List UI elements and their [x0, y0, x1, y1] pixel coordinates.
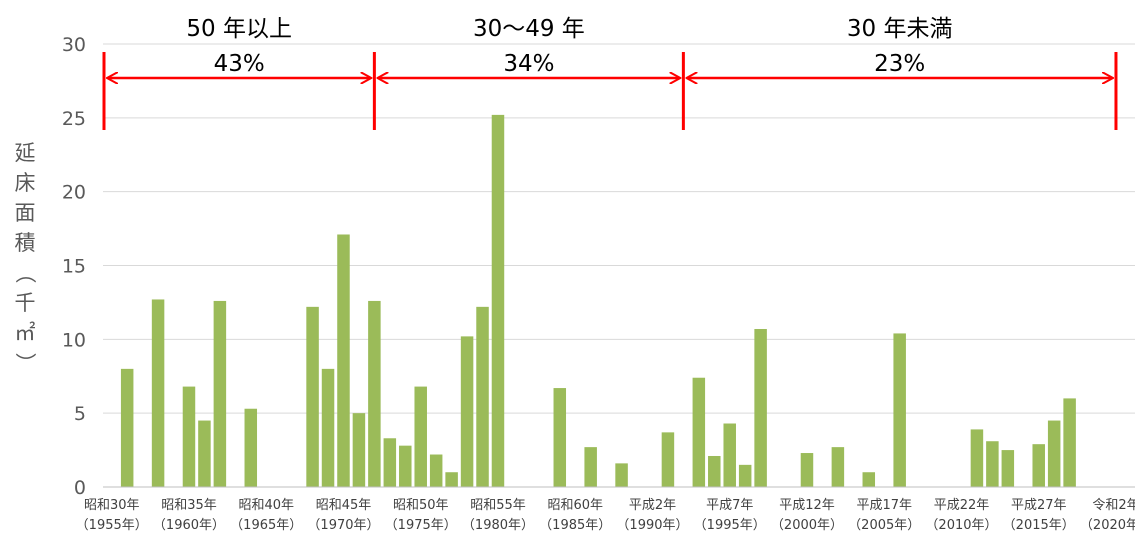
age-range-percent: 34%: [503, 51, 554, 77]
bar: [986, 441, 999, 487]
y-axis-label-char: 床: [14, 171, 36, 195]
x-tick-label-era: 昭和30年: [84, 498, 140, 513]
bar: [352, 413, 366, 487]
bar: [1047, 420, 1061, 487]
x-tick-label-year: （1995年）: [694, 518, 766, 533]
y-axis-label-char: 面: [14, 201, 36, 225]
bar: [491, 114, 505, 487]
bar: [368, 300, 381, 487]
x-tick-label-era: 昭和50年: [393, 498, 449, 513]
bar: [1001, 450, 1015, 487]
y-axis-label-char: 延: [14, 141, 36, 165]
x-tick-label-era: 昭和40年: [238, 498, 294, 513]
bar: [661, 432, 675, 487]
bars: [120, 114, 1076, 487]
bar: [862, 472, 876, 487]
x-tick-label-era: 昭和35年: [161, 498, 217, 513]
y-tick-label: 0: [74, 477, 86, 499]
age-range-percent: 23%: [874, 51, 925, 77]
bar: [970, 429, 984, 487]
x-tick-label-year: （1975年）: [385, 518, 457, 533]
y-tick-label: 20: [62, 182, 86, 204]
age-annotations: 50 年以上 43% 30～49 年 34% 30 年未満 23%: [102, 16, 1118, 130]
x-tick-label-year: （2020年）: [1080, 518, 1135, 533]
x-tick-label-era: 平成12年: [779, 498, 835, 513]
x-tick-label-year: （1965年）: [230, 518, 302, 533]
bar: [754, 328, 767, 487]
x-tick-label-year: （1970年）: [307, 518, 379, 533]
x-tick-label-year: （1980年）: [462, 518, 534, 533]
x-tick-label-era: 平成27年: [1011, 498, 1067, 513]
bar: [321, 368, 335, 487]
bar: [213, 300, 227, 487]
x-tick-label-era: 昭和55年: [470, 498, 526, 513]
bar: [1063, 398, 1076, 487]
x-tick-label-year: （1955年）: [76, 518, 148, 533]
bar: [399, 445, 412, 487]
x-tick-label-era: 平成7年: [706, 498, 753, 513]
bar: [414, 386, 427, 487]
age-range-label: 50 年以上: [186, 16, 292, 42]
y-axis-ticks: 0 5 10 15 20 25 30: [62, 34, 86, 499]
x-tick-label-era: 昭和60年: [547, 498, 603, 513]
x-tick-label-era: 平成22年: [934, 498, 990, 513]
bar: [692, 377, 706, 487]
x-tick-label-era: 平成2年: [629, 498, 676, 513]
x-tick-label-year: （2005年）: [848, 518, 920, 533]
bar: [151, 299, 165, 487]
bar: [584, 447, 597, 487]
gridlines: [103, 43, 1135, 414]
bar: [738, 464, 752, 487]
bar: [445, 472, 458, 487]
bar: [306, 306, 319, 487]
bar: [198, 420, 211, 487]
x-tick-label-year: （1985年）: [539, 518, 611, 533]
x-tick-label-era: 平成17年: [856, 498, 912, 513]
y-tick-label: 10: [62, 329, 86, 351]
x-tick-label-year: （2015年）: [1003, 518, 1075, 533]
y-axis-label-char: ㎡: [14, 321, 36, 345]
x-tick-label-year: （1960年）: [153, 518, 225, 533]
y-tick-label: 30: [62, 34, 86, 56]
bar: [460, 336, 474, 487]
bar: [893, 333, 906, 487]
bar: [244, 408, 258, 487]
bar: [383, 438, 397, 487]
bar: [1032, 444, 1045, 487]
bar: [615, 463, 628, 487]
bar: [723, 423, 736, 487]
bar: [120, 368, 134, 487]
y-axis-label: 延 床 面 積 （ 千 ㎡ ）: [10, 138, 40, 378]
age-range-label: 30 年未満: [847, 16, 953, 42]
y-tick-label: 5: [74, 403, 86, 425]
bar: [182, 386, 196, 487]
x-tick-label-era: 令和2年: [1092, 498, 1135, 513]
x-tick-label-year: （1990年）: [616, 518, 688, 533]
y-axis-label-char: 積: [14, 231, 36, 255]
bar: [553, 388, 567, 487]
bar: [708, 455, 721, 487]
bar: [337, 234, 350, 487]
bar: [429, 454, 443, 487]
x-tick-label-era: 昭和45年: [316, 498, 372, 513]
y-tick-label: 25: [62, 108, 86, 130]
y-tick-label: 15: [62, 256, 86, 278]
x-axis: 昭和30年 （1955年） 昭和35年 （1960年） 昭和40年 （1965年） 昭和45…: [76, 486, 1135, 533]
age-range-percent: 43%: [214, 51, 265, 77]
x-tick-label-year: （2010年）: [925, 518, 997, 533]
x-tick-label-year: （2000年）: [771, 518, 843, 533]
bar: [800, 453, 814, 487]
age-range-label: 30～49 年: [473, 16, 585, 42]
y-axis-label-char: 千: [14, 291, 36, 315]
bar: [831, 447, 845, 487]
bar: [476, 306, 489, 487]
